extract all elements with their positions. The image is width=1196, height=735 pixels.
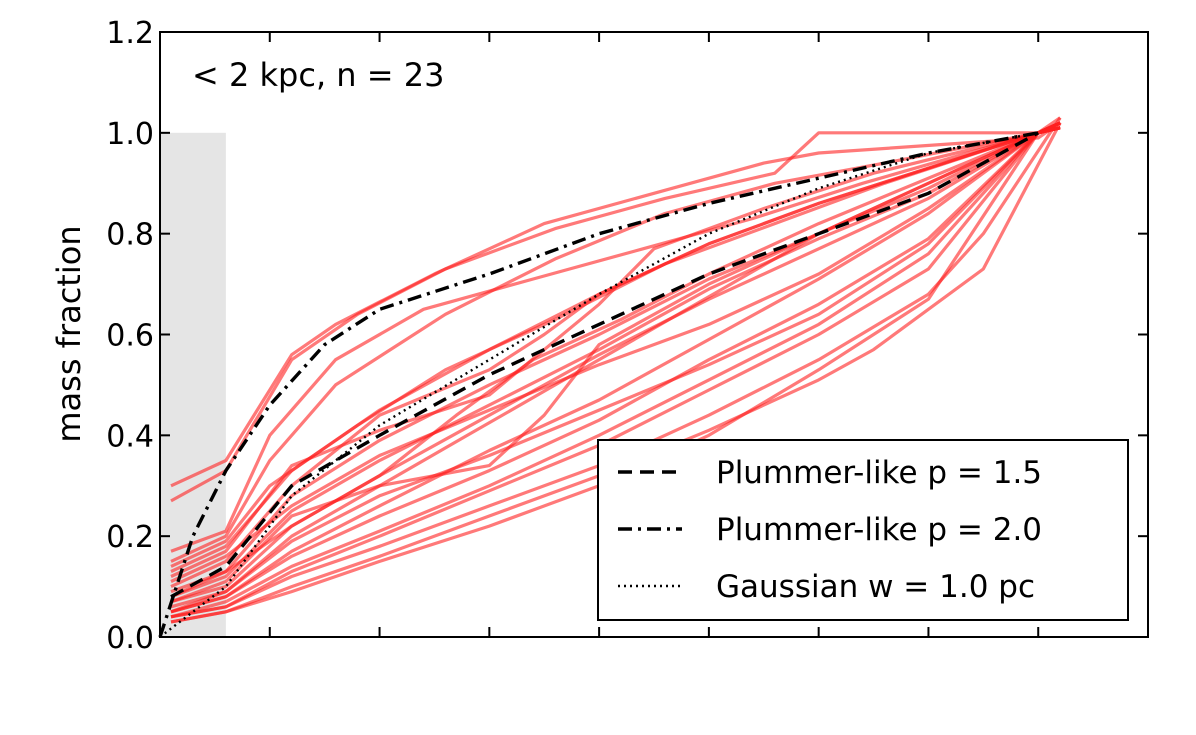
data-series-line-10: [170, 121, 1061, 604]
data-series-line-6: [170, 121, 1061, 578]
y-tick-label: 0.8: [106, 218, 154, 253]
y-tick-label: 0.0: [106, 621, 154, 656]
model-series-layer: [158, 131, 1040, 638]
data-series-line-14: [170, 116, 1062, 619]
data-series-line-12: [170, 121, 1061, 614]
data-series-line-1: [170, 121, 1062, 488]
model-series-line-2: [158, 131, 1039, 638]
tick-layer: 0.0 0.2 0.4 0.6 0.8 1.0 1.2: [106, 16, 1149, 656]
y-axis-label: mass fraction: [50, 225, 88, 442]
y-tick-label: 0.4: [106, 419, 154, 454]
model-series-line-3: [159, 131, 1039, 638]
data-series-line-23: [170, 126, 1061, 614]
legend-items: Plummer-like p = 1.5 Plummer-like p = 2.0…: [618, 455, 1042, 605]
legend: Plummer-like p = 1.5 Plummer-like p = 2.0…: [597, 439, 1129, 621]
data-series-line-2: [170, 126, 1061, 503]
y-tick-label: 1.2: [106, 16, 154, 51]
model-series-line-1: [170, 131, 1040, 599]
legend-box: [597, 439, 1129, 621]
data-series-line-13: [170, 126, 1061, 614]
data-series-line-19: [170, 126, 1061, 604]
y-tick-label: 1.0: [106, 117, 154, 152]
data-series-line-22: [170, 121, 1061, 583]
chart-annotation: < 2 kpc, n = 23: [192, 56, 444, 94]
y-tick-label: 0.2: [106, 520, 154, 555]
y-tick-label: 0.6: [106, 319, 154, 354]
data-series-line-3: [170, 121, 1061, 553]
data-series-line-4: [170, 121, 1061, 563]
legend-label-2: Plummer-like p = 2.0: [716, 512, 1042, 548]
legend-label-1: Plummer-like p = 1.5: [716, 455, 1042, 491]
data-series-line-20: [170, 121, 1061, 599]
data-series-line-21: [170, 126, 1061, 568]
legend-label-3: Gaussian w = 1.0 pc: [716, 569, 1035, 605]
